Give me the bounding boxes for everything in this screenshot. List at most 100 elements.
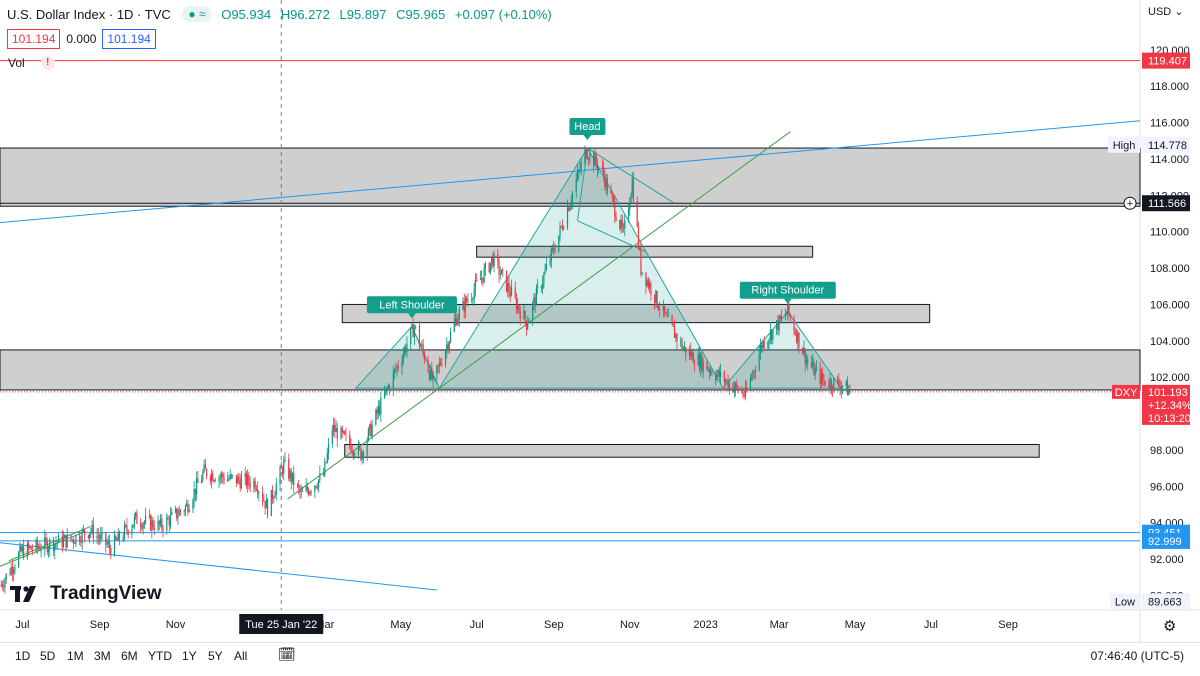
clock-readout[interactable]: 07:46:40 (UTC-5): [1090, 649, 1184, 663]
range-1m[interactable]: 1M: [67, 649, 84, 663]
spread-value: 0.000: [66, 32, 97, 46]
candle-body: [310, 491, 312, 493]
candle-body: [589, 152, 591, 160]
candle-body: [464, 297, 467, 312]
candle-body: [698, 354, 701, 370]
candle-body: [222, 473, 224, 478]
symbol-tag-bg: [1112, 384, 1140, 399]
candle-body: [560, 226, 562, 227]
candle-body: [627, 209, 630, 221]
last-price-value: 101.193: [1148, 387, 1188, 399]
candle-body: [571, 192, 574, 202]
candle-body: [403, 347, 406, 354]
candle-body: [427, 360, 429, 372]
candle-body: [702, 361, 704, 372]
candle-body: [772, 329, 774, 340]
x-tick-label: May: [390, 619, 411, 631]
candle-body: [606, 178, 608, 191]
candle-body: [194, 488, 196, 495]
y-tick-label: 108.000: [1150, 263, 1190, 275]
pattern-label-pointer: [783, 298, 792, 304]
chevron-down-icon: ⌄: [1174, 6, 1184, 18]
range-ytd[interactable]: YTD: [148, 649, 172, 663]
candle-body: [663, 305, 666, 314]
candle-body: [751, 376, 753, 379]
candle-body: [57, 535, 60, 543]
candle-body: [481, 277, 483, 279]
range-6m[interactable]: 6M: [121, 649, 138, 663]
candle-body: [682, 348, 684, 349]
candle-body: [388, 385, 391, 391]
range-all[interactable]: All: [234, 649, 248, 663]
range-1y[interactable]: 1Y: [182, 649, 197, 663]
candle-body: [161, 518, 163, 529]
range-3m[interactable]: 3M: [94, 649, 111, 663]
trendline-1: [0, 120, 1141, 224]
candle-body: [325, 461, 327, 463]
candle-body: [196, 478, 198, 495]
candle-body: [846, 381, 849, 396]
candle-body: [724, 380, 727, 383]
candle-body: [265, 499, 267, 509]
candle-body: [351, 451, 353, 453]
candle-body: [413, 326, 416, 338]
range-1d[interactable]: 1D: [15, 649, 31, 663]
candle-body: [728, 383, 730, 389]
candle-body: [341, 427, 343, 433]
candle-body: [55, 543, 57, 544]
candle-body: [778, 315, 780, 331]
warning-icon[interactable]: !: [40, 56, 55, 70]
sell-button[interactable]: 101.194: [7, 29, 61, 49]
y-tick-label: 104.000: [1150, 336, 1190, 348]
candle-body: [457, 319, 459, 325]
add-alert-circle: [1123, 196, 1137, 210]
range-5y[interactable]: 5Y: [208, 649, 223, 663]
level-tag-3: 92.999: [1142, 532, 1190, 549]
candle-body: [666, 313, 668, 317]
candle-body: [505, 270, 508, 292]
x-tick-label: Sep: [544, 619, 564, 631]
candle-body: [20, 545, 22, 552]
calendar-icon[interactable]: 🗓: [278, 646, 296, 662]
volume-label[interactable]: Vol: [8, 56, 25, 70]
candle-body: [559, 226, 561, 236]
settings-gear-icon[interactable]: ⚙: [1163, 618, 1177, 635]
buy-button[interactable]: 101.194: [102, 29, 156, 49]
currency-label[interactable]: USD ⌄: [1148, 6, 1184, 18]
candle-body: [350, 444, 352, 452]
candle-body: [187, 503, 189, 513]
candle-body: [603, 167, 605, 176]
candle-body: [614, 201, 616, 218]
candle-body: [544, 269, 546, 274]
candle-body: [186, 503, 188, 507]
candle-body: [395, 369, 397, 371]
high-marker-value-bg: [1142, 136, 1190, 153]
range-5d[interactable]: 5D: [40, 649, 56, 663]
market-status-pill[interactable]: ● ≈: [182, 6, 212, 22]
x-tick-label: 2023: [693, 619, 717, 631]
candle-body: [332, 425, 335, 431]
candle-body: [554, 250, 556, 252]
candle-body: [10, 567, 12, 575]
candle-body: [1, 584, 4, 587]
candle-body: [519, 310, 521, 319]
candle-body: [514, 287, 516, 298]
candle-body: [290, 470, 292, 482]
candle-body: [254, 480, 256, 490]
candle-body: [746, 387, 748, 391]
candle-body: [65, 535, 67, 548]
ohlc-high: H96.272: [280, 7, 330, 22]
candle-body: [421, 344, 423, 346]
candle-body: [707, 369, 709, 371]
candle-body: [264, 501, 266, 509]
candle-body: [780, 316, 783, 319]
pattern-label-pointer: [583, 135, 592, 141]
candle-body: [176, 508, 178, 519]
candle-body: [578, 170, 580, 172]
candle-body: [510, 287, 513, 296]
candle-body: [499, 274, 501, 276]
symbol-title[interactable]: U.S. Dollar Index · 1D · TVC: [7, 7, 171, 22]
candle-body: [490, 257, 493, 263]
candle-body: [685, 347, 687, 355]
